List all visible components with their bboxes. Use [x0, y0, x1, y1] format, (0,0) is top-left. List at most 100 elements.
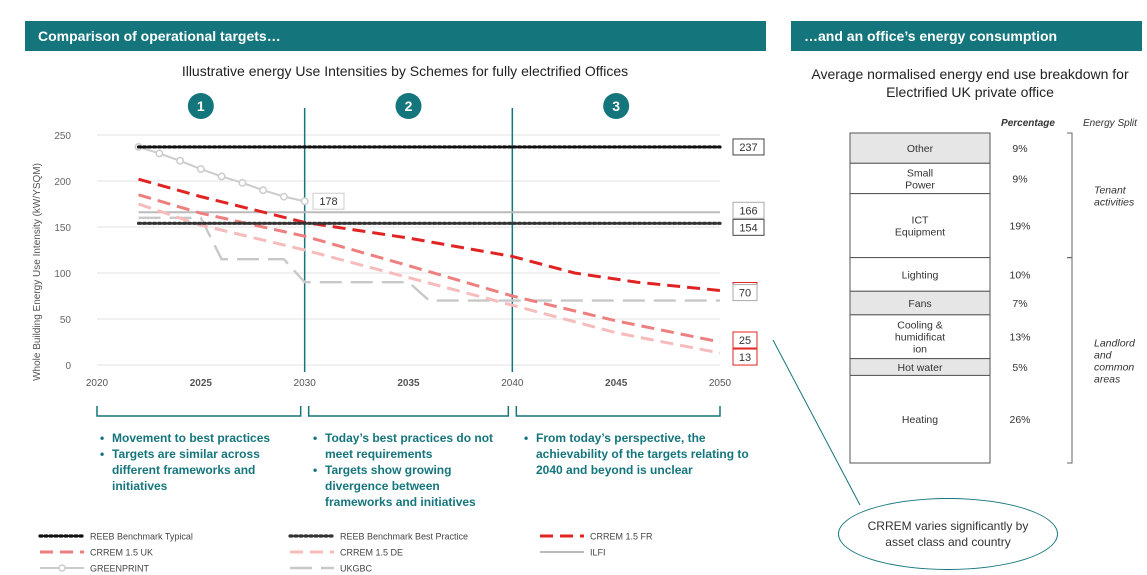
legend-marker-greenprint [58, 564, 66, 572]
x-tick-2045: 2045 [605, 378, 628, 389]
callout-text: CRREM varies significantly by asset clas… [867, 519, 1029, 549]
legend-label-crrem-1-5-uk: CRREM 1.5 UK [90, 548, 153, 558]
segment-value-other: 9% [1012, 143, 1027, 155]
segment-label-heating: Heating [902, 414, 938, 426]
end-label-box-13 [732, 348, 758, 366]
legend-label-reeb-benchmark-typical: REEB Benchmark Typical [90, 532, 193, 542]
segment-value-ict-equipment: 19% [1009, 221, 1030, 233]
legend-label-reeb-benchmark-best-practice: REEB Benchmark Best Practice [340, 532, 468, 542]
x-tick-2050: 2050 [709, 378, 732, 389]
phase-1-number: 1 [197, 98, 205, 114]
series-point-greenprint [259, 186, 268, 195]
segment-value-lighting: 10% [1009, 269, 1030, 281]
end-label-166: 166 [739, 205, 757, 217]
line-chart-title: Illustrative energy Use Intensities by S… [181, 63, 629, 79]
series-point-greenprint [196, 165, 205, 173]
phase-3-bracket [515, 406, 721, 417]
phase-3-bullet-1: From today’s perspective, the achievabil… [524, 430, 749, 478]
end-label-box-154 [732, 218, 765, 236]
phase-2-bullet-2: Targets show growing divergence between … [313, 462, 508, 510]
segment-label-small-power: Small Power [905, 167, 935, 191]
x-tick-2025: 2025 [190, 378, 213, 389]
phase-2-badge [395, 93, 422, 119]
segment-label-fans: Fans [908, 298, 931, 310]
phase-1-bullet-2: Targets are similar across different fra… [100, 446, 290, 494]
segment-value-heating: 26% [1009, 414, 1030, 426]
y-tick-0: 0 [65, 361, 71, 372]
series-point-greenprint [155, 149, 164, 158]
series-line-crrem-1-5-de [138, 202, 721, 355]
legend-label-greenprint: GREENPRINT [90, 564, 150, 574]
phase-2-bullet-1: Today’s best practices do not meet requi… [313, 430, 508, 462]
end-label-70: 70 [739, 288, 751, 300]
line-chart: 0 50 100 150 200 250 2020 2025 2030 2035 2040 2045 2… [32, 93, 765, 417]
phase-1-bullet-1: Movement to best practices [100, 430, 290, 446]
series-point-greenprint [279, 192, 288, 201]
segment-value-cooling-humidification: 13% [1009, 332, 1030, 344]
group-brace-2 [1067, 257, 1073, 464]
segment-label-other: Other [907, 143, 934, 155]
phase-3-number: 3 [612, 98, 620, 114]
series-line-ukgbc [138, 216, 720, 302]
group-brace-1 [1067, 132, 1073, 259]
end-label-237: 237 [739, 142, 757, 154]
y-tick-250: 250 [54, 131, 71, 142]
segment-value-fans: 7% [1012, 298, 1027, 310]
end-label-box-237 [732, 138, 765, 156]
phase-2-notes: Today’s best practices do not meet requi… [313, 430, 508, 510]
segment-lighting [849, 257, 991, 292]
y-tick-100: 100 [54, 269, 71, 280]
segment-label-lighting: Lighting [902, 269, 939, 281]
left-banner: Comparison of operational targets… [25, 21, 766, 51]
x-tick-2035: 2035 [397, 378, 420, 389]
end-label-25: 25 [739, 335, 751, 347]
segment-value-hot-water: 5% [1012, 362, 1027, 374]
segment-small-power [849, 162, 991, 195]
end-label-box-25 [732, 331, 758, 349]
end-label-178: 178 [319, 196, 337, 208]
series-point-greenprint [300, 197, 309, 206]
phase-1-notes: Movement to best practices Targets are s… [100, 430, 290, 494]
y-tick-200: 200 [54, 177, 71, 188]
legend: REEB Benchmark Typical REEB Benchmark Bes… [38, 532, 653, 574]
segment-label-hot-water: Hot water [898, 362, 943, 374]
col-header-energy-split: Energy Split [1083, 118, 1138, 129]
legend-label-crrem-1-5-fr: CRREM 1.5 FR [590, 532, 653, 542]
right-banner: …and an office’s energy consumption [791, 21, 1142, 51]
phase-2-bracket [307, 406, 510, 417]
breakdown-chart: Percentage Energy Split Other 9% Small Power 9… [849, 118, 1138, 464]
segment-other [849, 132, 991, 164]
legend-label-crrem-1-5-de: CRREM 1.5 DE [340, 548, 403, 558]
y-tick-150: 150 [54, 223, 71, 234]
segment-value-small-power: 9% [1012, 173, 1027, 185]
x-tick-2040: 2040 [501, 378, 524, 389]
series-point-greenprint [217, 172, 226, 181]
legend-label-ilfi: ILFI [590, 548, 606, 558]
y-axis-label: Whole Building Energy Use Intensity (kW/… [32, 163, 43, 381]
end-label-box-70 [732, 284, 758, 302]
x-tick-2030: 2030 [294, 378, 317, 389]
end-label-13: 13 [739, 352, 751, 364]
series-line-crrem-1-5-uk [138, 193, 721, 344]
x-tick-2020: 2020 [86, 378, 109, 389]
callout-bubble: CRREM varies significantly by asset clas… [838, 498, 1058, 570]
series-line-crrem-1-5-fr [138, 177, 721, 292]
group-label-2: Landlord and common areas [1094, 337, 1136, 385]
breakdown-title: Average normalised energy end use breakd… [811, 66, 1129, 100]
phase-3-notes: From today’s perspective, the achievabil… [524, 430, 749, 478]
phase-2-number: 2 [405, 98, 413, 114]
segment-label-ict-equipment: ICT Equipment [895, 215, 945, 239]
end-label-154: 154 [739, 222, 757, 234]
segment-ict-equipment [849, 193, 991, 259]
legend-label-ukgbc: UKGBC [340, 564, 373, 574]
phase-1-badge [187, 93, 214, 119]
col-header-percentage: Percentage [1001, 118, 1055, 129]
group-label-1: Tenant activities [1094, 184, 1135, 208]
series-point-greenprint [238, 178, 247, 187]
phase-3-badge [603, 93, 630, 119]
end-label-box-178 [312, 192, 345, 210]
series-point-greenprint [176, 156, 185, 165]
end-label-box-166 [732, 201, 765, 219]
y-tick-50: 50 [60, 315, 72, 326]
segment-label-cooling-humidification: Cooling & humidificat ion [895, 320, 945, 356]
